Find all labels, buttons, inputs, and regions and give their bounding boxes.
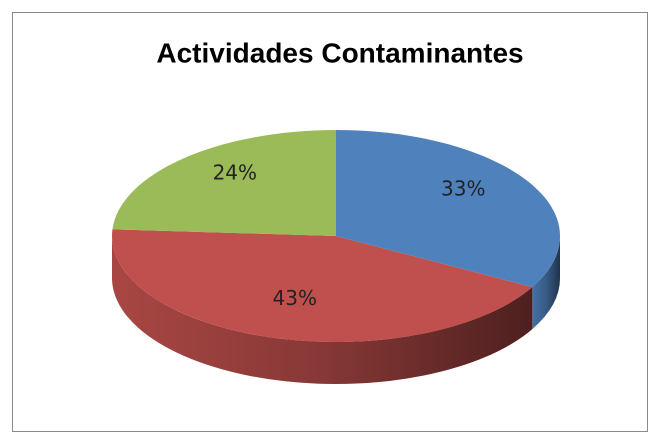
value-label: 43% — [273, 286, 317, 310]
value-label: 24% — [213, 160, 257, 184]
chart-title: Actividades Contaminantes — [156, 37, 523, 68]
slice — [112, 229, 533, 343]
slice — [336, 130, 560, 288]
slice-side-shade — [112, 236, 533, 385]
pie: 33% 43% 24% — [112, 130, 560, 385]
slice-side-shade — [532, 236, 560, 330]
value-label: 33% — [441, 177, 485, 201]
slice — [112, 130, 336, 236]
